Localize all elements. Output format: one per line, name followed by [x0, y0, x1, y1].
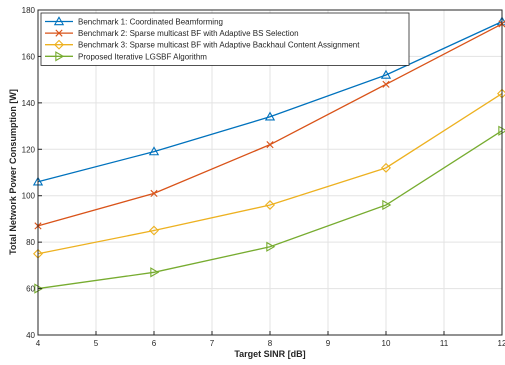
series-3 — [33, 88, 505, 259]
y-tick-label: 60 — [26, 285, 35, 294]
legend-marker-1 — [53, 16, 65, 26]
legend-label-3: Benchmark 3: Sparse multicast BF with Ad… — [78, 41, 360, 50]
x-tick-label: 11 — [440, 339, 449, 348]
legend-label-1: Benchmark 1: Coordinated Beamforming — [78, 18, 223, 27]
x-tick-label: 6 — [152, 339, 157, 348]
y-tick-label: 140 — [22, 99, 36, 108]
series-2-point — [382, 80, 390, 88]
y-tick-label: 180 — [22, 6, 36, 15]
series-3-point — [149, 225, 159, 236]
series-2-point — [150, 189, 158, 197]
series-3-point — [265, 200, 275, 210]
series-3-point — [381, 162, 391, 173]
x-tick-label: 4 — [36, 339, 41, 348]
series-1-line — [37, 21, 503, 183]
series-1-point — [148, 146, 160, 156]
x-tick-label: 8 — [268, 339, 273, 348]
y-tick-label: 160 — [22, 52, 36, 61]
series-lines — [32, 16, 505, 294]
y-axis-label: Total Network Power Consumption [W] — [8, 89, 18, 255]
series-4-line — [37, 130, 503, 290]
x-axis-label: Target SINR [dB] — [234, 349, 305, 359]
legend-label-2: Benchmark 2: Sparse multicast BF with Ad… — [78, 29, 299, 38]
tick-labels: 4 5 6 7 8 9 10 11 12 40 60 80 100 120 140 160 180 — [22, 6, 505, 348]
series-4-point — [382, 199, 392, 211]
series-2-point — [266, 141, 274, 149]
legend-label-4: Proposed Iterative LGSBF Algorithm — [78, 52, 207, 61]
x-tick-label: 12 — [498, 339, 505, 348]
x-tick-label: 9 — [326, 339, 331, 348]
legend-marker-4 — [55, 51, 65, 62]
series-1-point — [380, 69, 392, 79]
y-tick-label: 120 — [22, 145, 36, 154]
series-1-point — [264, 111, 276, 121]
legend-marker-3 — [54, 39, 64, 50]
legend: Benchmark 1: Coordinated Beamforming Benc… — [40, 12, 410, 66]
legend-box — [40, 12, 410, 66]
series-4-point — [150, 267, 160, 278]
series-3-line — [37, 93, 503, 255]
x-tick-label: 10 — [382, 339, 391, 348]
legend-marker-2 — [55, 29, 63, 37]
y-tick-label: 40 — [26, 331, 35, 340]
x-tick-label: 7 — [210, 339, 215, 348]
y-tick-label: 100 — [22, 192, 36, 201]
series-4-point — [34, 283, 44, 294]
series-4-point — [498, 125, 505, 136]
series-4 — [34, 125, 505, 294]
y-tick-label: 80 — [26, 238, 35, 247]
series-4-point — [266, 241, 276, 252]
x-tick-label: 5 — [94, 339, 99, 348]
